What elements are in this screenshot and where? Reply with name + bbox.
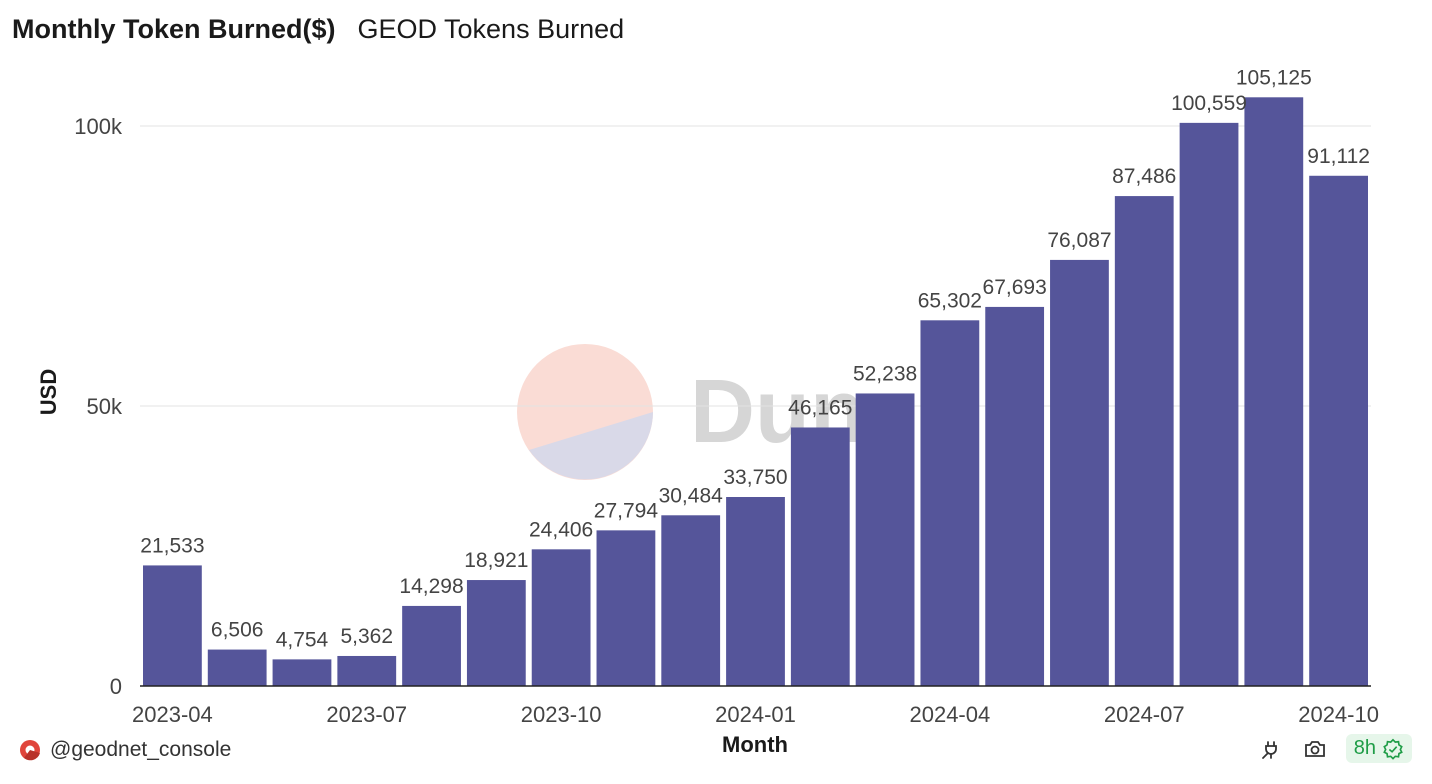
bar: [531, 549, 591, 686]
bar: [1050, 259, 1109, 686]
value-label: 67,693: [983, 276, 1047, 299]
value-label: 30,484: [659, 484, 724, 507]
y-axis-ticks: 0 50k 100k: [74, 114, 123, 699]
author-handle[interactable]: @geodnet_console: [50, 738, 232, 761]
value-label: 18,921: [464, 549, 528, 572]
bar: [143, 565, 202, 686]
value-label: 65,302: [918, 289, 982, 312]
bar: [790, 427, 850, 686]
value-label: 27,794: [594, 499, 659, 522]
camera-icon[interactable]: [1302, 736, 1328, 762]
value-label: 91,112: [1307, 145, 1370, 168]
bar: [1244, 97, 1304, 687]
y-tick-label: 100k: [74, 114, 123, 139]
bar: [337, 655, 397, 686]
x-axis-label: Month: [722, 732, 788, 757]
value-label: 5,362: [340, 625, 393, 648]
dune-logo-icon: [20, 740, 40, 761]
freshness-age: 8h: [1353, 737, 1376, 759]
value-label: 21,533: [140, 534, 204, 557]
value-label: 33,750: [723, 466, 787, 489]
bar: [855, 393, 915, 686]
y-tick-label: 50k: [87, 394, 123, 419]
value-label: 46,165: [788, 396, 852, 419]
bar: [402, 605, 461, 686]
x-tick-label: 2024-01: [715, 702, 796, 727]
value-label: 76,087: [1047, 229, 1111, 252]
value-label: 87,486: [1112, 165, 1176, 188]
check-badge-icon: [1383, 738, 1403, 760]
bar: [985, 306, 1045, 686]
y-tick-label: 0: [110, 674, 122, 699]
y-axis-label: USD: [36, 369, 61, 415]
x-tick-label: 2023-07: [326, 702, 407, 727]
bar: [726, 497, 785, 686]
value-label: 105,125: [1236, 66, 1312, 89]
x-tick-label: 2024-10: [1298, 702, 1379, 727]
bar: [1309, 175, 1368, 686]
x-axis-ticks: 2023-04 2023-07 2023-10 2024-01 2024-04 2024-…: [132, 702, 1379, 727]
x-tick-label: 2024-04: [909, 702, 990, 727]
value-label: 52,238: [853, 362, 917, 385]
plug-icon[interactable]: [1258, 736, 1284, 762]
bar: [1179, 122, 1239, 686]
value-label: 4,754: [276, 628, 329, 651]
footer-author[interactable]: @geodnet_console: [18, 738, 231, 762]
value-label: 14,298: [399, 575, 463, 598]
bars-group: [143, 97, 1368, 687]
freshness-badge[interactable]: 8h: [1345, 734, 1412, 763]
value-label: 100,559: [1171, 92, 1247, 115]
chart-subtitle: GEOD Tokens Burned: [357, 14, 625, 44]
bar: [207, 649, 267, 686]
watermark-circle-lower: [529, 412, 653, 480]
x-tick-label: 2023-04: [132, 702, 213, 727]
x-tick-label: 2024-07: [1104, 702, 1185, 727]
chart-header: Monthly Token Burned($) GEOD Tokens Burn…: [12, 14, 624, 54]
bar: [272, 659, 332, 686]
x-tick-label: 2023-10: [521, 702, 602, 727]
chart-title: Monthly Token Burned($): [12, 14, 336, 44]
value-label: 6,506: [211, 619, 264, 642]
bar: [1114, 196, 1174, 686]
bar: [661, 515, 721, 686]
value-label: 24,406: [529, 518, 593, 541]
footer-actions: 8h: [1258, 734, 1412, 763]
bar: [920, 320, 980, 686]
bar: [466, 580, 526, 686]
bar: [596, 530, 656, 686]
value-labels-group: 21,533 6,506 4,754 5,362 14,29818,92124,4062…: [140, 66, 1370, 651]
